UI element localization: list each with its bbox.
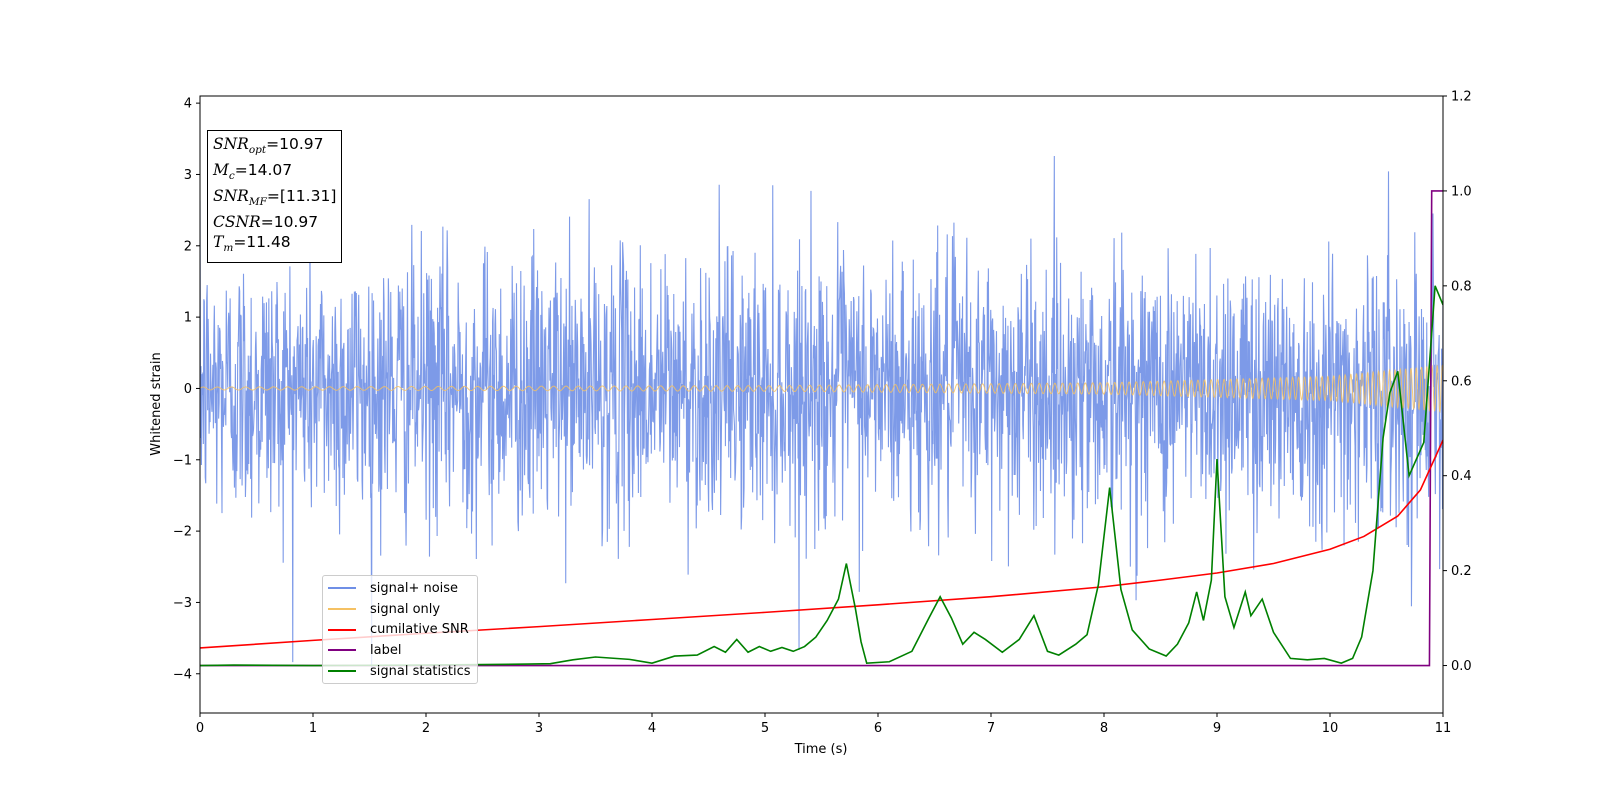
legend-item-cumulative-snr: cumilative SNR: [328, 619, 471, 640]
y-left-tick-label: −4: [173, 667, 192, 682]
legend-swatch: [328, 649, 356, 652]
legend-swatch: [328, 628, 356, 631]
y-left-tick-label: −1: [173, 453, 192, 468]
x-tick-label: 6: [874, 721, 882, 736]
y-left-tick-label: 1: [184, 311, 192, 326]
right-axis-series: [200, 190, 1443, 667]
x-tick-label: 5: [761, 721, 769, 736]
annotation-box: SNRopt=10.97 Mc=14.07 SNRMF=[11.31] CSNR…: [207, 130, 343, 264]
y-left-tick-label: 4: [184, 97, 192, 112]
right-y-axis: 0.0 0.2 0.4 0.6 0.8 1.0 1.2: [1443, 90, 1472, 674]
legend-swatch: [328, 587, 356, 590]
y-right-tick-label: 0.4: [1451, 469, 1472, 484]
signal-noise-line: [200, 156, 1443, 673]
legend-item-signal-noise: signal+ noise: [328, 578, 471, 599]
signal-noise-series: [200, 156, 1443, 673]
y-left-tick-label: 3: [184, 168, 192, 183]
y-left-tick-label: 2: [184, 239, 192, 254]
y-right-tick-label: 1.0: [1451, 184, 1472, 199]
x-tick-label: 4: [648, 721, 656, 736]
y-axis-label: Whitened strain: [149, 352, 164, 455]
y-left-tick-label: −3: [173, 596, 192, 611]
mc-line: Mc=14.07: [213, 161, 293, 183]
signal-only-series: [200, 364, 1443, 414]
cumulative-snr-line: [200, 439, 1443, 649]
x-tick-label: 2: [422, 721, 430, 736]
x-tick-label: 8: [1100, 721, 1108, 736]
y-right-tick-label: 1.2: [1451, 90, 1472, 105]
y-right-tick-label: 0.0: [1451, 659, 1472, 674]
y-left-tick-label: −2: [173, 525, 192, 540]
y-right-tick-label: 0.2: [1451, 564, 1472, 579]
x-tick-label: 10: [1322, 721, 1339, 736]
left-y-axis: −4 −3 −2 −1 0 1 2 3 4: [173, 97, 200, 682]
legend-item-label: label: [328, 640, 471, 661]
csnr-line: CSNR=10.97: [213, 213, 319, 232]
y-right-tick-label: 0.6: [1451, 374, 1472, 389]
signal-statistics-line: [200, 285, 1443, 667]
label-line: [200, 190, 1443, 667]
y-left-tick-label: 0: [184, 382, 192, 397]
snr-mf-line: SNRMF=[11.31]: [213, 187, 337, 209]
x-tick-label: 9: [1213, 721, 1221, 736]
axes-frame: [199, 95, 1444, 714]
legend-item-signal-only: signal only: [328, 599, 471, 620]
legend-item-signal-statistics: signal statistics: [328, 661, 471, 682]
x-tick-label: 3: [535, 721, 543, 736]
x-tick-label: 7: [987, 721, 995, 736]
x-axis: 0 1 2 3 4 5 6 7 8 9 10 11: [196, 713, 1451, 736]
legend: signal+ noise signal only cumilative SNR…: [322, 575, 478, 685]
y-right-tick-label: 0.8: [1451, 279, 1472, 294]
x-tick-label: 1: [309, 721, 317, 736]
signal-only-line: [200, 364, 1443, 414]
snr-opt-line: SNRopt=10.97: [213, 135, 324, 157]
tm-line: Tm=11.48: [213, 233, 291, 255]
x-tick-label: 0: [196, 721, 204, 736]
legend-swatch: [328, 670, 356, 673]
x-tick-label: 11: [1435, 721, 1452, 736]
x-axis-label: Time (s): [794, 742, 848, 757]
legend-swatch: [328, 608, 356, 611]
